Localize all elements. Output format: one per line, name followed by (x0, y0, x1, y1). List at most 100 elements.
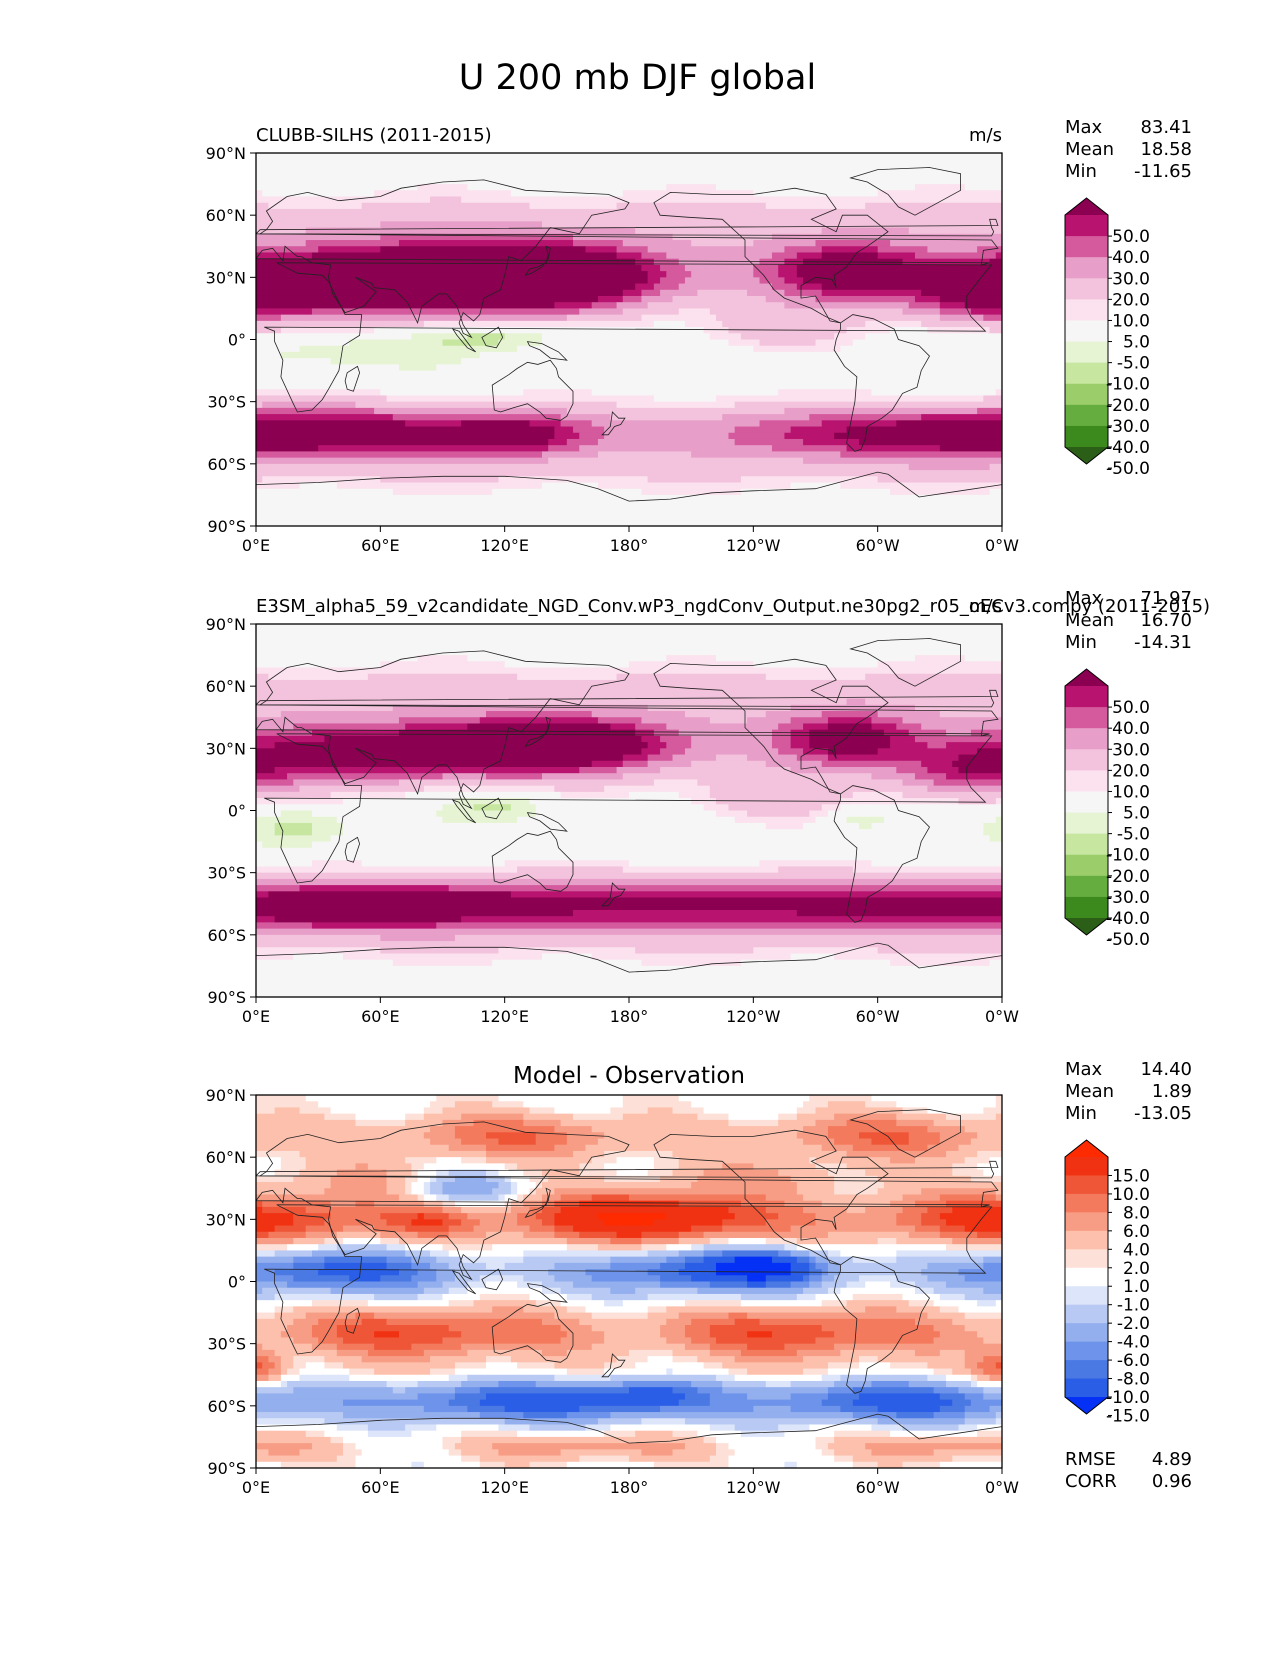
coastline-namerica (653, 187, 889, 324)
coastline-greenland (849, 167, 961, 216)
coastline-newguinea (526, 341, 568, 361)
colorbar-label: 5.0 (1123, 804, 1150, 824)
lat-tick-label: 90°S (207, 1459, 246, 1478)
lon-tick-label: 120°W (726, 536, 781, 555)
coastline-namerica-wrap (0, 188, 142, 323)
map-panel-1: 90°N 60°N 30°N 0° 30°S 60°S 90°S0°E 60°E 120°E 18… (0, 117, 1192, 555)
colorbar-segment (1065, 1193, 1108, 1213)
contour-field (256, 153, 1002, 526)
stat-label: Max (1065, 1059, 1103, 1080)
coastline-greenland-wrap (105, 639, 215, 687)
stat-value: 0.96 (1152, 1471, 1192, 1492)
colorbar-label: -5.0 (1117, 354, 1150, 374)
lat-tick-label: 30°N (206, 268, 246, 287)
lon-tick-label: 120°E (480, 1478, 529, 1497)
colorbar-label: 20.0 (1112, 761, 1150, 781)
lon-tick-label: 60°W (856, 1007, 900, 1026)
colorbar-label: 20.0 (1112, 290, 1150, 310)
colorbar-segment (1065, 728, 1108, 750)
coastline-newguinea (526, 1283, 568, 1303)
colorbar-label: -30.0 (1106, 888, 1150, 908)
stat-value: 83.41 (1140, 117, 1192, 138)
colorbar-extend-bottom (1065, 447, 1108, 464)
lat-tick-label: 30°N (206, 1210, 246, 1229)
colorbar-segment (1065, 236, 1108, 258)
coastline-eurasia (256, 179, 999, 339)
coastline-indonesia (451, 1270, 476, 1295)
coastline-borneo (481, 326, 504, 349)
lon-tick-label: 120°W (726, 1478, 781, 1497)
coastline-indonesia (451, 799, 476, 824)
colorbar-segment (1065, 749, 1108, 771)
colorbar-segment (1065, 1212, 1108, 1232)
coastlines (256, 1109, 1002, 1444)
lon-tick-label: 60°W (856, 536, 900, 555)
coastline-namerica (653, 658, 889, 795)
stat-value: 14.40 (1140, 1059, 1192, 1080)
colorbar-segment (1065, 425, 1108, 448)
coastline-greenland (849, 1109, 961, 1158)
contour-field (256, 1095, 1002, 1468)
stat-label: Mean (1065, 139, 1114, 160)
coastline-australia (491, 830, 574, 892)
stat-label: RMSE (1065, 1449, 1116, 1470)
coastline-africa (264, 1204, 993, 1355)
colorbar-extend-bottom (1065, 1397, 1108, 1414)
lon-tick-label: 60°E (361, 1007, 399, 1026)
colorbar-label: -20.0 (1106, 867, 1150, 887)
lat-tick-label: 90°N (206, 144, 246, 163)
lon-tick-label: 180° (610, 536, 649, 555)
colorbar-segment (1065, 770, 1108, 792)
lon-tick-label: 0°E (242, 1007, 270, 1026)
colorbar-segment (1065, 875, 1108, 898)
colorbar-label: -10.0 (1106, 846, 1150, 866)
colorbar-label: -6.0 (1117, 1351, 1150, 1371)
lon-tick-label: 180° (610, 1478, 649, 1497)
colorbar-extend-top (1065, 198, 1108, 215)
colorbar-label: 5.0 (1123, 333, 1150, 353)
colorbar-segment (1065, 1230, 1108, 1250)
colorbar-extend-bottom (1065, 918, 1108, 935)
colorbar-segment (1065, 833, 1108, 856)
lat-tick-label: 0° (228, 331, 246, 350)
coastline-uk (256, 689, 999, 708)
lat-tick-label: 0° (228, 802, 246, 821)
coastline-japan (524, 245, 551, 277)
coastlines (0, 638, 1002, 973)
coastline-samerica (833, 314, 930, 452)
coastline-uk (256, 1160, 999, 1179)
colorbar-label: -5.0 (1117, 825, 1150, 845)
colorbar-label: 15.0 (1112, 1166, 1150, 1186)
map-panel-3: 90°N 60°N 30°N 0° 30°S 60°S 90°S0°E 60°E 120°E 18… (206, 1059, 1192, 1497)
coastline-eurasia (256, 1121, 999, 1281)
coastline-samerica-wrap (88, 786, 183, 923)
coastline-namerica-wrap (0, 659, 142, 794)
colorbar-segment (1065, 299, 1108, 321)
colorbar-label: 10.0 (1112, 1185, 1150, 1205)
lat-tick-label: 60°N (206, 1148, 246, 1167)
coastline-greenland-wrap (105, 168, 215, 216)
lat-tick-label: 0° (228, 1273, 246, 1292)
colorbar-segment (1065, 1341, 1108, 1361)
stat-label: Max (1065, 588, 1103, 609)
coastline-greenland (849, 638, 961, 687)
colorbar-segment (1065, 383, 1108, 406)
lat-tick-label: 90°N (206, 1086, 246, 1105)
lon-tick-label: 60°E (361, 1478, 399, 1497)
coastline-australia (491, 359, 574, 421)
stat-value: -14.31 (1134, 632, 1192, 653)
figure-title: U 200 mb DJF global (458, 58, 817, 98)
lon-tick-label: 120°E (480, 536, 529, 555)
colorbar-label: -10.0 (1106, 375, 1150, 395)
colorbar-segment (1065, 1304, 1108, 1324)
coastline-africa (264, 262, 993, 413)
panel-title: Model - Observation (513, 1063, 745, 1089)
map-panel-2: 90°N 60°N 30°N 0° 30°S 60°S 90°S0°E 60°E 120°E 18… (0, 588, 1210, 1026)
lat-tick-label: 90°N (206, 615, 246, 634)
colorbar-label: 2.0 (1123, 1259, 1150, 1279)
coastline-antarctica (256, 471, 1002, 502)
coastline-madagascar (344, 836, 361, 863)
colorbar: 50.040.030.020.010.05.0-5.0-10.0-20.0-30… (1064, 197, 1150, 479)
colorbar-segment (1065, 404, 1108, 427)
colorbar-label: -10.0 (1106, 1388, 1150, 1408)
